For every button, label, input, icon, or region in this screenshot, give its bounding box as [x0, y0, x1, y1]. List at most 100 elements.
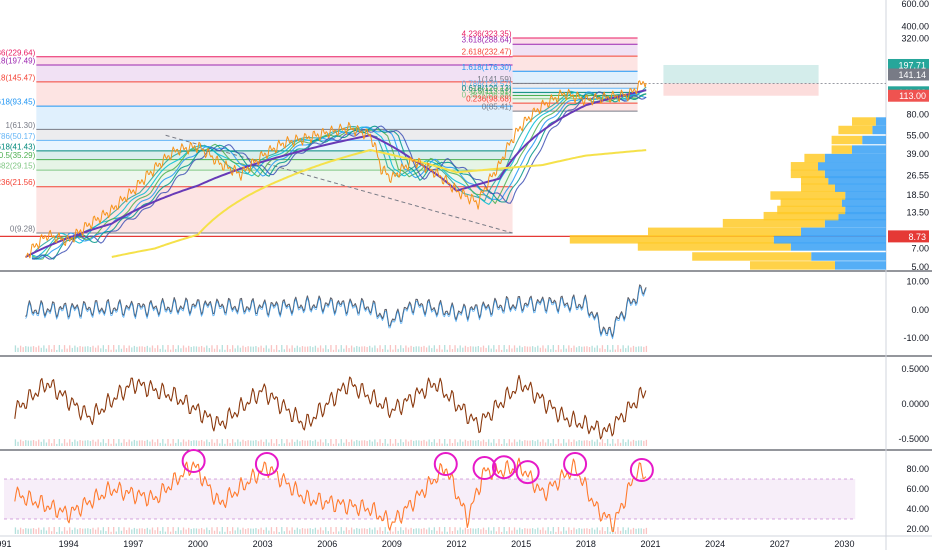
volume-bar: [413, 440, 415, 446]
volume-bar: [22, 441, 24, 446]
volume-bar: [407, 441, 410, 446]
fib-zone: [512, 88, 638, 93]
volume-bar: [410, 439, 412, 446]
volume-bar: [226, 527, 229, 534]
volume-profile-sell-bar: [763, 211, 839, 221]
volume-bar: [402, 442, 404, 446]
volume-bar: [234, 442, 236, 446]
volume-bar: [539, 347, 542, 352]
volume-bar: [250, 440, 252, 446]
volume-bar: [418, 440, 420, 446]
volume-bar: [635, 440, 637, 446]
volume-bar: [524, 346, 526, 352]
volume-bar: [645, 527, 648, 534]
fib-zone: [512, 56, 638, 72]
volume-bar: [71, 347, 73, 352]
fib-zone: [36, 56, 513, 66]
price-axis-tick: 39.00: [906, 149, 929, 159]
fib-zone: [512, 92, 638, 96]
volume-bar: [138, 528, 141, 534]
volume-bar: [469, 440, 472, 446]
volume-bar: [110, 443, 112, 446]
volume-bar: [371, 529, 373, 534]
volume-bar: [459, 345, 461, 352]
volume-bar: [149, 347, 151, 352]
volume-bar: [14, 345, 17, 352]
volume-bar: [575, 529, 578, 534]
volume-bar: [283, 443, 286, 446]
volume-bar: [239, 529, 242, 534]
price-axis-tick: 400.00: [901, 21, 929, 31]
volume-bar: [524, 528, 526, 534]
fib-extension-left[interactable]: 4.236(229.64)3.618(197.49) 2.618(145.47) 1…: [0, 48, 513, 234]
volume-bar: [172, 439, 174, 446]
volume-bar: [180, 348, 182, 352]
volume-bar: [203, 347, 205, 352]
volume-bar: [454, 439, 456, 446]
volume-bar: [428, 345, 430, 352]
volume-bar: [557, 345, 560, 352]
volume-bar: [330, 439, 332, 446]
volume-bar: [617, 439, 619, 446]
volume-bar: [332, 349, 335, 352]
volume-bar: [247, 346, 249, 352]
volume-bar: [490, 530, 492, 534]
volume-bar: [252, 440, 254, 446]
volume-bar: [74, 527, 76, 534]
volume-bar: [446, 349, 448, 352]
volume-bar: [294, 441, 296, 446]
volume-bar: [244, 441, 247, 446]
moving-average-ribbon-line: [31, 91, 647, 260]
volume-bar: [529, 440, 531, 446]
volume-bar: [89, 529, 92, 534]
volume-bar: [84, 346, 86, 352]
volume-bar: [454, 527, 456, 534]
volume-bar: [381, 442, 384, 446]
volume-bar: [586, 440, 588, 446]
volume-profile-sell-bar: [770, 191, 846, 200]
volume-bar: [97, 345, 99, 352]
volume-bar: [180, 530, 182, 534]
volume-bar: [565, 530, 567, 534]
volume-bar: [231, 345, 234, 352]
volume-bar: [400, 345, 402, 352]
volume-bar: [477, 528, 479, 534]
volume-bar: [268, 442, 270, 446]
volume-bar: [17, 441, 19, 446]
volume-bar: [604, 531, 606, 534]
volume-bar: [534, 347, 536, 352]
volume-bar: [43, 345, 45, 352]
volume-bar: [40, 529, 42, 534]
volume-bar: [638, 528, 640, 534]
volume-bar: [265, 345, 267, 352]
volume-bar: [511, 442, 513, 446]
volume-bar: [221, 439, 223, 446]
volume-bar: [609, 443, 611, 446]
volume-bar: [498, 527, 500, 534]
volume-bar: [356, 439, 358, 446]
volume-bar: [63, 345, 66, 352]
volume-bar: [325, 439, 327, 446]
volume-bar: [508, 527, 511, 534]
volume-bar: [314, 345, 317, 352]
volume-bar: [188, 527, 190, 534]
volume-bar: [125, 348, 128, 352]
volume-bar: [586, 346, 588, 352]
volume-bar: [301, 528, 304, 534]
volume-bar: [291, 439, 293, 446]
volume-bar: [175, 348, 177, 352]
volume-bar: [552, 527, 554, 534]
volume-bar: [581, 346, 583, 352]
volume-bar: [180, 442, 182, 446]
volume-bar: [281, 527, 283, 534]
volume-bar: [27, 528, 30, 534]
volume-bar: [627, 527, 629, 534]
volume-bar: [462, 529, 464, 534]
volume-bar: [105, 443, 107, 446]
volume-bar: [379, 345, 381, 352]
volume-profile-buy-bar: [872, 125, 886, 135]
volume-bar: [306, 346, 309, 352]
volume-bar: [601, 527, 604, 534]
fib-extension-right[interactable]: 4.236(323.35)3.618(288.64) 2.618(232.47) 1…: [462, 29, 638, 112]
volume-bar: [58, 345, 61, 352]
